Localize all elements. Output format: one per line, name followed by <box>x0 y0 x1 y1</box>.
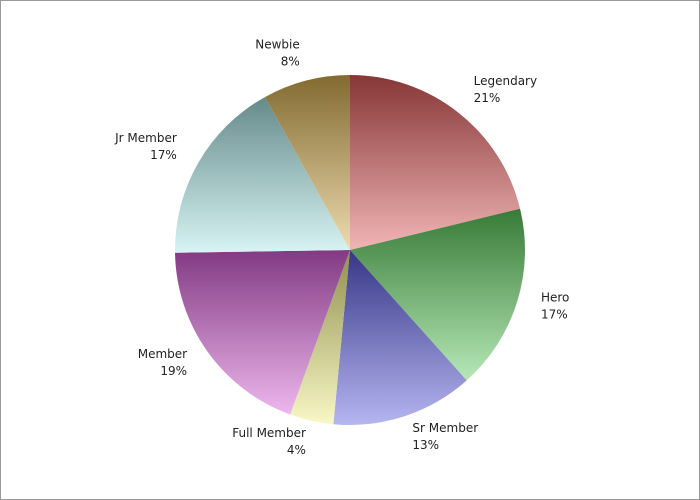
slice-label: Legendary <box>474 74 537 88</box>
slice-label: Sr Member <box>412 421 478 435</box>
slice-value-label: 13% <box>412 438 439 452</box>
slice-value-label: 17% <box>541 307 568 321</box>
pie-slice <box>290 250 350 425</box>
slice-label: Jr Member <box>114 131 177 145</box>
slice-value-label: 21% <box>474 91 501 105</box>
slice-value-label: 19% <box>160 364 187 378</box>
slice-label: Newbie <box>255 37 300 51</box>
pie-slice <box>175 97 350 253</box>
slice-value-label: 17% <box>150 148 177 162</box>
slice-value-label: 4% <box>287 443 306 457</box>
pie-slice <box>350 75 521 250</box>
pie-slice <box>175 250 350 415</box>
pie-slice <box>264 75 350 250</box>
slice-value-label: 8% <box>281 54 300 68</box>
pie-slice <box>333 250 467 425</box>
slice-label: Member <box>138 347 187 361</box>
slice-label: Hero <box>541 290 569 304</box>
pie-slice <box>350 208 525 381</box>
slice-label: Full Member <box>232 426 306 440</box>
